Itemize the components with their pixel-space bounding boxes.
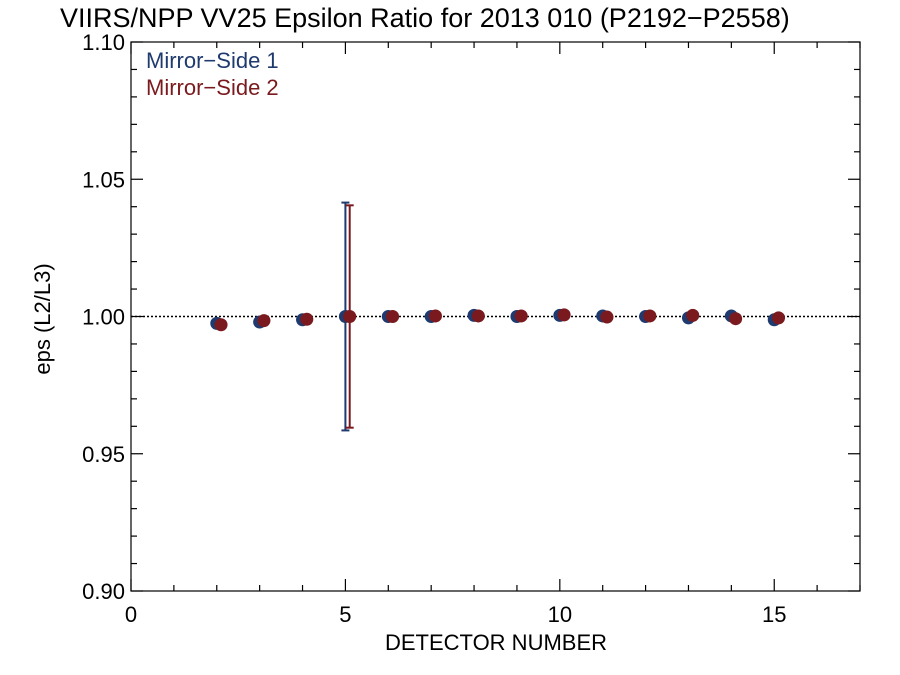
- y-tick-label: 0.95: [82, 442, 125, 467]
- y-axis-label: eps (L2/L3): [30, 263, 55, 374]
- chart-title: VIIRS/NPP VV25 Epsilon Ratio for 2013 01…: [60, 3, 790, 33]
- legend-entry-1: Mirror−Side 1: [146, 48, 279, 73]
- point-series-2: [686, 308, 700, 322]
- x-tick-label: 0: [125, 602, 137, 627]
- x-tick-label: 15: [762, 602, 786, 627]
- x-axis-label: DETECTOR NUMBER: [385, 630, 607, 655]
- y-tick-label: 1.10: [82, 30, 125, 55]
- data-marks: [210, 201, 786, 432]
- x-tick-label: 5: [339, 602, 351, 627]
- tick-labels: 0 5 10 15 0.90 0.95 1.00 1.05 1.10: [82, 30, 786, 627]
- point-series-2: [343, 310, 357, 323]
- point-series-2: [257, 314, 271, 328]
- point-series-2: [471, 309, 485, 323]
- point-series-2: [428, 309, 442, 323]
- point-series-2: [386, 310, 400, 323]
- y-tick-label: 1.00: [82, 305, 125, 330]
- point-series-2: [300, 312, 314, 326]
- y-tick-label: 1.05: [82, 167, 125, 192]
- plot-frame: [130, 41, 861, 592]
- point-series-2: [214, 318, 228, 332]
- y-tick-label: 0.90: [82, 579, 125, 604]
- legend-entry-2: Mirror−Side 2: [146, 75, 279, 100]
- point-series-2: [514, 309, 528, 323]
- point-series-2: [772, 311, 786, 325]
- point-series-2: [729, 312, 743, 326]
- point-series-2: [600, 310, 614, 324]
- point-series-2: [557, 308, 571, 322]
- x-tick-label: 10: [548, 602, 572, 627]
- point-series-2: [643, 309, 657, 323]
